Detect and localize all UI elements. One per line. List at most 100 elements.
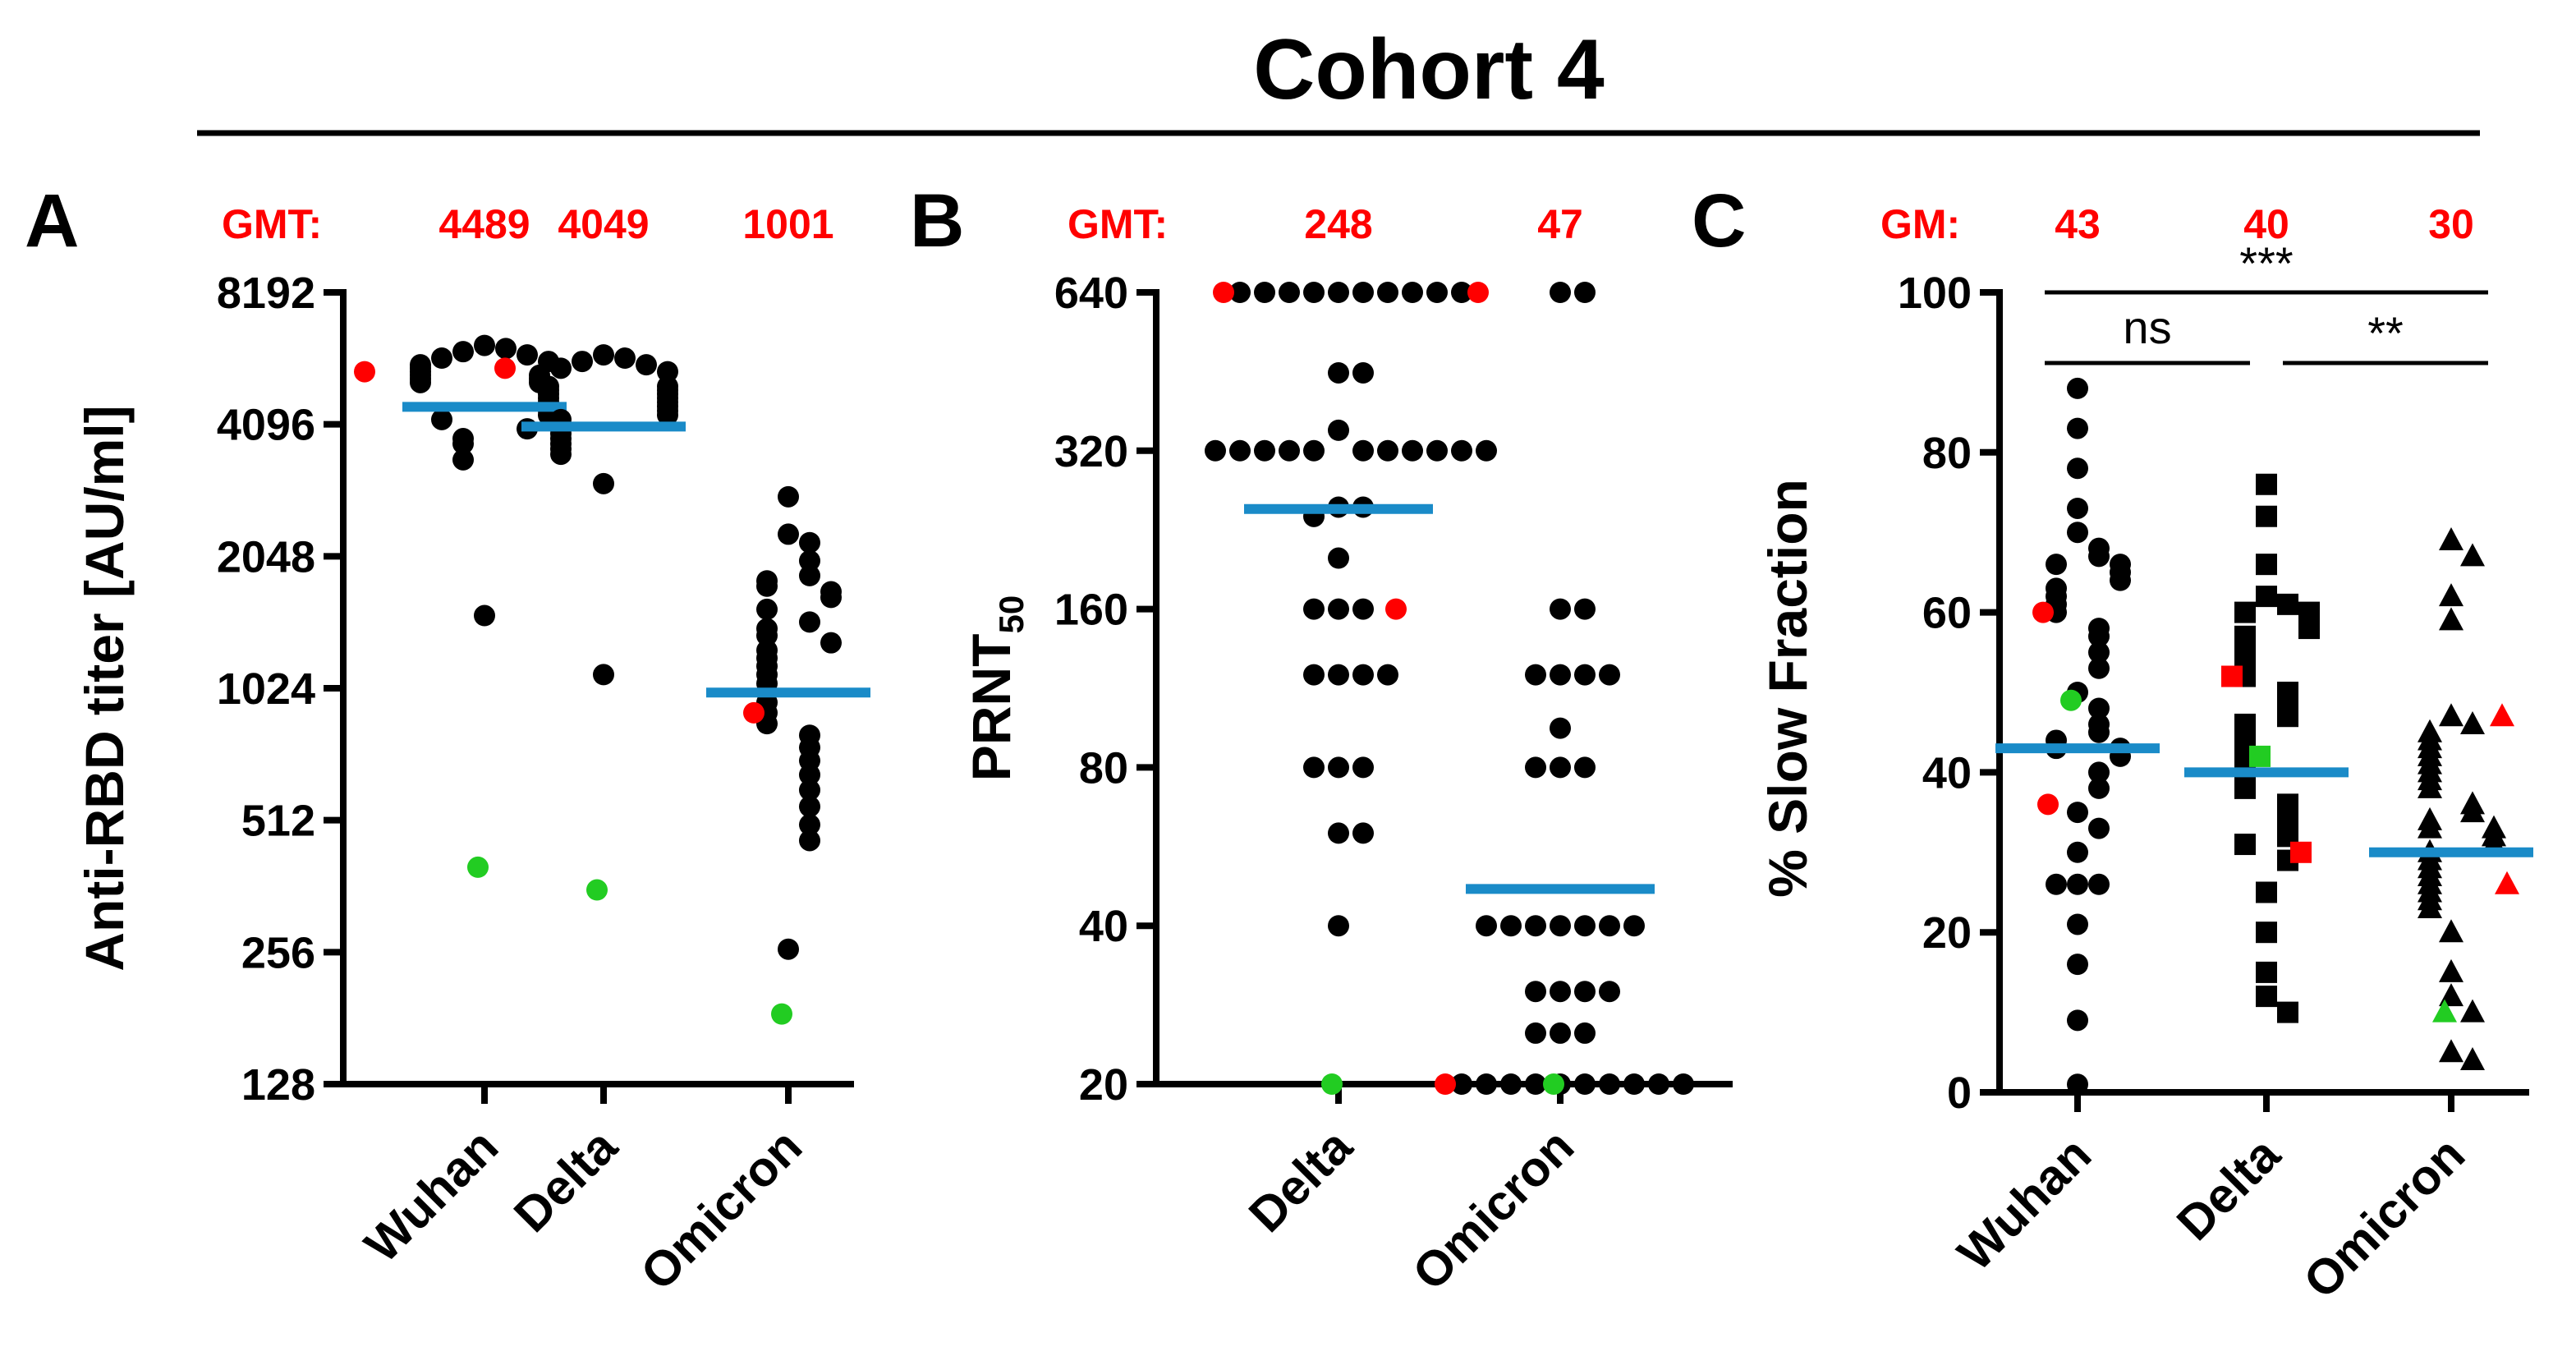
y-tick-label: 4096 xyxy=(217,401,315,450)
data-point xyxy=(2067,802,2088,824)
data-point xyxy=(1254,439,1275,462)
data-point xyxy=(2067,497,2088,519)
data-point xyxy=(1623,1073,1645,1095)
data-point xyxy=(1476,1073,1497,1095)
data-point xyxy=(1328,915,1349,937)
y-tick-label: 640 xyxy=(1054,269,1128,318)
data-point xyxy=(2046,554,2067,576)
data-point xyxy=(1476,915,1497,937)
data-point-red xyxy=(2037,793,2059,816)
data-point xyxy=(778,938,799,960)
data-point xyxy=(2277,705,2298,728)
y-tick-label: 256 xyxy=(241,928,315,977)
data-point xyxy=(1254,282,1275,303)
y-tick-label: 20 xyxy=(1922,908,1972,958)
data-point xyxy=(2418,815,2442,839)
y-tick-label: 160 xyxy=(1054,586,1128,635)
data-point xyxy=(1574,756,1596,779)
data-point xyxy=(1574,664,1596,686)
figure-title: Cohort 4 xyxy=(1253,22,1605,117)
significance-label: *** xyxy=(2239,237,2293,289)
gm-value: 47 xyxy=(1537,201,1583,247)
data-point xyxy=(2439,607,2464,631)
data-point xyxy=(1648,1073,1669,1095)
data-point xyxy=(756,624,778,646)
data-point xyxy=(2460,1047,2485,1071)
data-point xyxy=(1328,598,1349,620)
data-point xyxy=(1352,439,1374,462)
gm-value: 248 xyxy=(1304,201,1372,247)
x-category-label: Delta xyxy=(503,1118,628,1243)
data-point xyxy=(2234,834,2256,856)
data-point xyxy=(1525,756,1546,779)
y-tick-label: 20 xyxy=(1079,1060,1128,1110)
y-tick-label: 8192 xyxy=(217,269,315,318)
y-tick-label: 2048 xyxy=(217,532,315,581)
data-point xyxy=(1451,1073,1472,1095)
data-point xyxy=(799,531,820,554)
data-point xyxy=(550,357,572,379)
data-point xyxy=(1451,282,1472,303)
data-point xyxy=(2256,986,2277,1008)
gm-value: 40 xyxy=(2243,201,2289,247)
data-point-red xyxy=(2032,601,2054,623)
data-point xyxy=(495,338,517,360)
data-point xyxy=(756,598,778,620)
data-point xyxy=(593,472,614,494)
data-point xyxy=(2256,473,2277,495)
y-tick-label: 40 xyxy=(1922,748,1972,797)
data-point xyxy=(1574,598,1596,620)
data-point xyxy=(1550,282,1571,303)
y-tick-label: 320 xyxy=(1054,427,1128,476)
data-point xyxy=(1599,664,1620,686)
data-point xyxy=(474,604,495,627)
data-point xyxy=(1303,598,1325,620)
data-point xyxy=(657,404,678,426)
data-point xyxy=(1550,915,1571,937)
data-point xyxy=(1574,282,1596,303)
data-point xyxy=(1525,915,1546,937)
data-point xyxy=(2439,919,2464,943)
data-point xyxy=(1599,1073,1620,1095)
data-point xyxy=(593,344,614,366)
data-point xyxy=(778,523,799,545)
data-point-red xyxy=(2495,871,2519,894)
data-point xyxy=(2046,873,2067,895)
data-point xyxy=(799,814,820,836)
data-point xyxy=(2256,921,2277,944)
data-point xyxy=(2439,983,2464,1007)
data-point xyxy=(1352,664,1374,686)
y-axis-label: PRNT50 xyxy=(961,595,1031,781)
data-point xyxy=(1623,915,1645,937)
panel-letter: C xyxy=(1692,179,1746,263)
data-point xyxy=(1426,282,1448,303)
panel-b: B GMT: 248 47 640 320 160 80 40 20 Delta Omicron PRN… xyxy=(910,179,1733,1301)
data-point xyxy=(2067,954,2088,976)
data-point-red xyxy=(494,357,516,379)
data-point-green xyxy=(2060,689,2082,711)
data-point xyxy=(1550,756,1571,779)
data-point xyxy=(1377,439,1398,462)
data-point xyxy=(593,664,614,686)
data-point xyxy=(1599,915,1620,937)
data-point xyxy=(2088,641,2110,664)
data-point xyxy=(1229,282,1251,303)
x-category-label: Omicron xyxy=(2293,1127,2475,1309)
data-point xyxy=(2256,586,2277,608)
data-point xyxy=(778,485,799,508)
y-axis-label-subscript: 50 xyxy=(992,595,1031,634)
data-point-red xyxy=(743,701,765,724)
data-point xyxy=(529,371,550,393)
data-point xyxy=(1352,598,1374,620)
data-point xyxy=(1328,282,1349,303)
panel-c: C GM: 43 40 30 100 80 60 40 20 0 Wuhan Delta Omicron%… xyxy=(1692,179,2533,1309)
data-point xyxy=(799,611,820,633)
data-point xyxy=(799,779,820,801)
data-point xyxy=(1328,547,1349,569)
x-category-label: Delta xyxy=(2166,1126,2291,1251)
panel-a: A GMT: 4489 4049 1001 8192 4096 2048 1024 512 256… xyxy=(25,179,870,1301)
data-point xyxy=(799,796,820,818)
data-point xyxy=(1328,756,1349,779)
data-point-green xyxy=(2432,999,2457,1023)
